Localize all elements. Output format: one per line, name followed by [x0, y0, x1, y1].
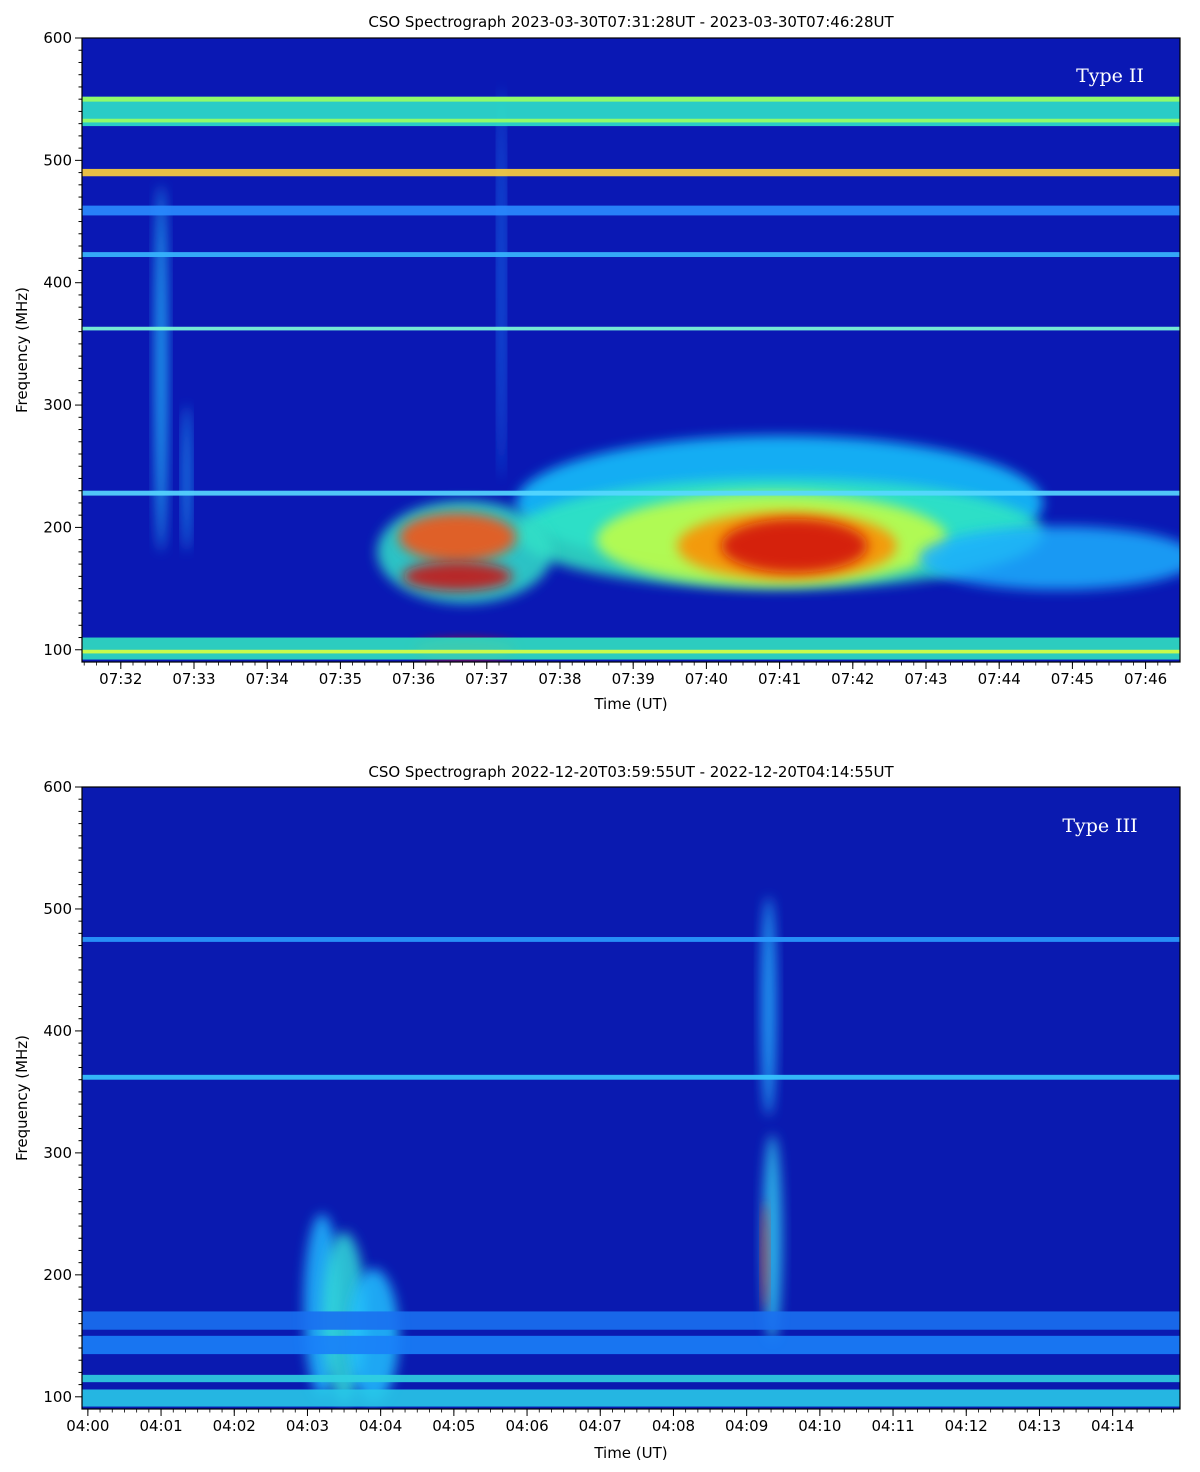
- x-tick-label-0734: 07:34: [246, 670, 289, 688]
- plot-content: [82, 86, 1180, 660]
- chart-title: CSO Spectrograph 2022-12-20T03:59:55UT -…: [368, 763, 894, 781]
- x-tick-label-0732: 07:32: [99, 670, 142, 688]
- x-tick-label-0408: 04:08: [652, 1417, 695, 1435]
- y-axis: 100 200 300 400 500 600: [43, 29, 82, 659]
- x-tick-label-0746: 07:46: [1124, 670, 1167, 688]
- spectrogram-chart-type-iii: CSO Spectrograph 2022-12-20T03:59:55UT -…: [13, 763, 1181, 1462]
- emission-region-3: [347, 1268, 399, 1403]
- x-tick-label-0745: 07:45: [1051, 670, 1094, 688]
- frequency-band-4: [82, 1335, 1180, 1355]
- y-tick-label-200: 200: [43, 518, 72, 536]
- x-axis-label: Time (UT): [593, 1444, 667, 1462]
- frequency-band-2: [82, 1074, 1180, 1080]
- burst-type-label: Type III: [1062, 815, 1137, 837]
- emission-region-9: [918, 526, 1180, 590]
- x-tick-label-0742: 07:42: [831, 670, 874, 688]
- x-tick-label-0403: 04:03: [286, 1417, 329, 1435]
- x-tick-label-0736: 07:36: [392, 670, 435, 688]
- x-tick-label-0733: 07:33: [172, 670, 215, 688]
- emission-region-1: [155, 184, 167, 552]
- emission-region-2: [183, 405, 191, 552]
- frequency-band-8: [82, 490, 1180, 496]
- emission-region-6: [762, 1201, 768, 1312]
- x-tick-label-0400: 04:00: [66, 1417, 109, 1435]
- frequency-band-3: [82, 1311, 1180, 1330]
- x-axis: 07:32 07:33 07:34 07:35 07:36 07:37 07:38 07:39…: [83, 662, 1171, 688]
- y-axis-label: Frequency (MHz): [13, 1035, 31, 1161]
- spectrogram-chart-type-ii: CSO Spectrograph 2023-03-30T07:31:28UT -…: [13, 13, 1181, 713]
- x-tick-label-0406: 04:06: [505, 1417, 548, 1435]
- y-axis-label: Frequency (MHz): [13, 287, 31, 413]
- y-tick-label-600: 600: [43, 29, 72, 47]
- x-tick-label-0401: 04:01: [139, 1417, 182, 1435]
- frequency-band-4: [82, 168, 1180, 177]
- x-tick-label-0738: 07:38: [538, 670, 581, 688]
- frequency-band-6: [82, 252, 1180, 258]
- emission-region-4: [761, 896, 776, 1117]
- x-tick-label-0410: 04:10: [798, 1417, 841, 1435]
- y-tick-label-600: 600: [43, 778, 72, 796]
- x-tick-label-0411: 04:11: [871, 1417, 914, 1435]
- x-tick-label-0739: 07:39: [612, 670, 655, 688]
- x-tick-label-0744: 07:44: [978, 670, 1021, 688]
- y-axis: 100 200 300 400 500 600: [43, 778, 82, 1406]
- emission-region-11: [398, 512, 517, 562]
- y-tick-label-500: 500: [43, 151, 72, 169]
- y-tick-label-400: 400: [43, 274, 72, 292]
- x-axis: 04:00 04:01 04:02 04:03 04:04 04:05 04:06 04:07…: [66, 1409, 1175, 1435]
- x-tick-label-0741: 07:41: [758, 670, 801, 688]
- spectrogram-panel-type-iii: CSO Spectrograph 2022-12-20T03:59:55UT -…: [0, 750, 1200, 1472]
- plot-frame: [81, 786, 1181, 1410]
- x-axis-label: Time (UT): [593, 695, 667, 713]
- x-tick-label-0737: 07:37: [465, 670, 508, 688]
- plot-frame: [81, 37, 1181, 663]
- y-tick-label-200: 200: [43, 1266, 72, 1284]
- x-tick-label-0414: 04:14: [1091, 1417, 1134, 1435]
- y-tick-label-100: 100: [43, 1388, 72, 1406]
- plot-content: [82, 896, 1180, 1407]
- spectrogram-panel-type-ii: CSO Spectrograph 2023-03-30T07:31:28UT -…: [0, 0, 1200, 730]
- frequency-band-5: [82, 1374, 1180, 1383]
- x-tick-label-0402: 04:02: [213, 1417, 256, 1435]
- y-tick-label-400: 400: [43, 1022, 72, 1040]
- x-tick-label-0740: 07:40: [685, 670, 728, 688]
- plot-area: [82, 787, 1180, 1409]
- x-tick-label-0409: 04:09: [725, 1417, 768, 1435]
- y-tick-label-300: 300: [43, 396, 72, 414]
- frequency-band-7: [82, 326, 1180, 331]
- emission-region-8: [721, 518, 868, 573]
- x-tick-label-0405: 04:05: [432, 1417, 475, 1435]
- frequency-band-2: [82, 96, 1180, 102]
- frequency-band-6: [82, 1389, 1180, 1407]
- y-tick-label-300: 300: [43, 1144, 72, 1162]
- x-tick-label-0413: 04:13: [1018, 1417, 1061, 1435]
- chart-title: CSO Spectrograph 2023-03-30T07:31:28UT -…: [368, 13, 894, 31]
- frequency-band-5: [82, 205, 1180, 216]
- emission-region-5: [762, 1134, 782, 1342]
- x-tick-label-0412: 04:12: [945, 1417, 988, 1435]
- x-tick-label-0407: 04:07: [579, 1417, 622, 1435]
- frequency-band-3: [82, 118, 1180, 123]
- burst-type-label: Type II: [1076, 65, 1144, 87]
- y-tick-label-500: 500: [43, 900, 72, 918]
- x-tick-label-0743: 07:43: [904, 670, 947, 688]
- frequency-band-1: [82, 937, 1180, 942]
- emission-region-12: [402, 561, 513, 592]
- frequency-band-9: [82, 637, 1180, 660]
- y-tick-label-100: 100: [43, 641, 72, 659]
- emission-region-3: [498, 86, 505, 479]
- x-tick-label-0404: 04:04: [359, 1417, 402, 1435]
- x-tick-label-0735: 07:35: [319, 670, 362, 688]
- frequency-band-10: [82, 649, 1180, 654]
